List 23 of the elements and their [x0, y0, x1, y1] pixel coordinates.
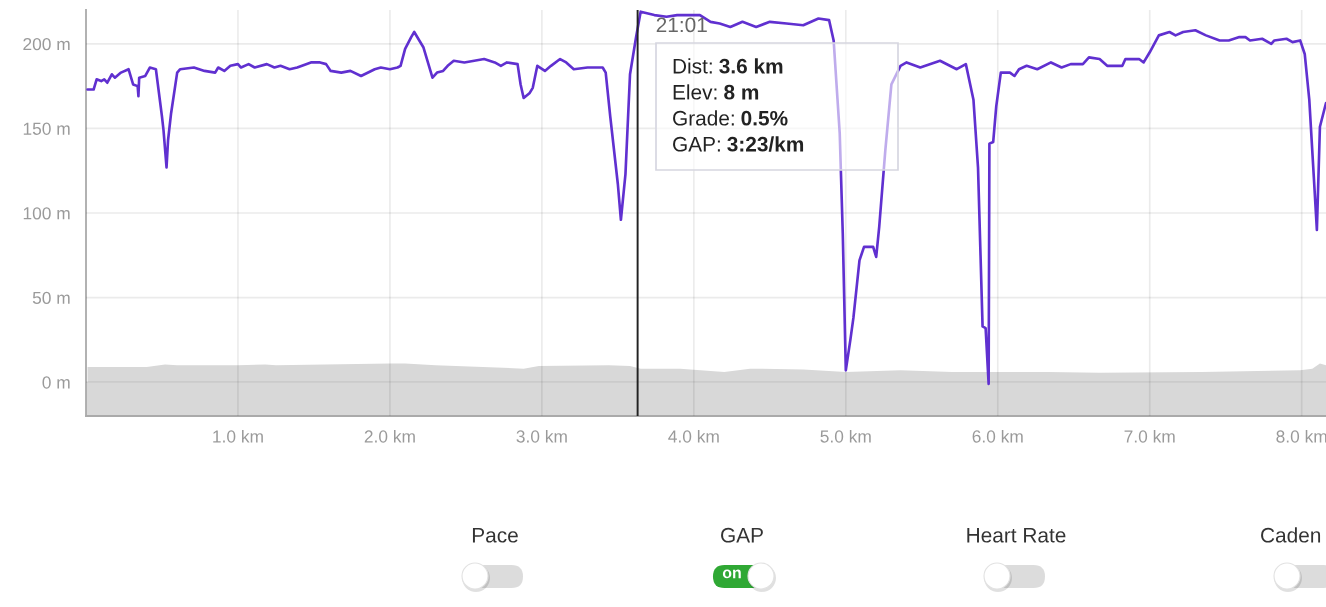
annotation: Dist: 3.6 km	[673, 58, 783, 74]
x-tick-label: 1.0 km	[213, 429, 263, 443]
annotation: Elev: 8 m	[673, 84, 759, 100]
annotation: 21:01	[656, 17, 707, 33]
y-tick-label: 50 m	[32, 291, 70, 305]
annotation: Grade: 0.5%	[673, 110, 788, 126]
text: Pace	[472, 528, 518, 543]
text: Caden	[1261, 527, 1321, 543]
annotation: GAP: 3:23/km	[673, 136, 804, 152]
x-tick-label: 4.0 km	[668, 429, 719, 443]
x-tick-label: 3.0 km	[516, 429, 567, 443]
y-tick-label: 150 m	[23, 122, 70, 135]
y-tick-label: 0 m	[42, 376, 70, 389]
x-tick-label: 8.0 km	[1276, 429, 1326, 443]
text: GAP	[721, 527, 763, 543]
x-tick-label: 7.0 km	[1124, 429, 1175, 443]
text: on	[722, 569, 741, 579]
y-tick-label: 100 m	[23, 207, 70, 220]
text: Heart Rate	[967, 528, 1066, 543]
y-tick-label: 200 m	[23, 38, 70, 51]
x-tick-label: 2.0 km	[364, 429, 415, 443]
x-tick-label: 5.0 km	[820, 429, 871, 443]
x-tick-label: 6.0 km	[972, 429, 1023, 443]
